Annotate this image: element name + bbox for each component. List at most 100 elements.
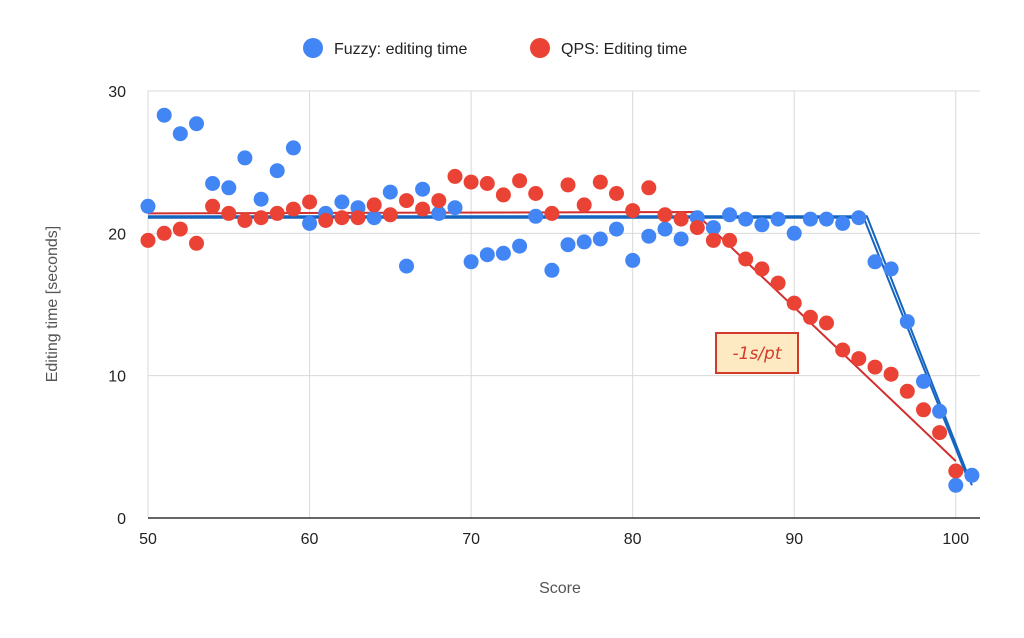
qps-point — [705, 232, 721, 248]
qps-point — [560, 177, 576, 193]
fuzzy-point — [576, 234, 592, 250]
qps-point — [916, 402, 931, 418]
qps-point — [415, 201, 431, 217]
qps-point — [673, 211, 689, 227]
qps-point — [479, 176, 495, 191]
qps-point — [867, 359, 883, 375]
qps-point — [205, 198, 221, 214]
fuzzy-point — [431, 205, 447, 221]
fuzzy-point — [609, 221, 624, 237]
x-tick-label: 80 — [624, 531, 642, 548]
fuzzy-point — [205, 176, 221, 191]
qps-point — [641, 180, 657, 196]
fuzzy-point — [657, 221, 673, 237]
qps-point — [528, 186, 544, 201]
qps-point — [221, 205, 237, 221]
fuzzy-point — [221, 180, 237, 196]
legend: Fuzzy: editing time QPS: Editing time — [303, 38, 687, 58]
fuzzy-point — [366, 210, 382, 226]
x-tick-label: 70 — [462, 531, 480, 548]
fuzzy-point — [382, 184, 398, 200]
qps-point — [689, 220, 705, 236]
qps-point — [140, 232, 156, 248]
legend-label-fuzzy: Fuzzy: editing time — [334, 41, 467, 58]
qps-point — [399, 193, 414, 209]
fuzzy-point — [851, 210, 867, 226]
fuzzy-point — [463, 254, 479, 270]
tick-labels: 50 60 70 80 90 100 0 10 20 30 — [108, 84, 969, 548]
fuzzy-point — [512, 238, 528, 254]
fuzzy-point — [932, 403, 948, 419]
fuzzy-point — [738, 211, 754, 227]
qps-point — [592, 174, 608, 190]
x-tick-label: 100 — [942, 531, 969, 548]
qps-point — [237, 213, 253, 228]
legend-marker-qps — [530, 38, 550, 58]
y-tick-label: 20 — [108, 226, 126, 243]
fuzzy-point — [302, 215, 318, 231]
x-tick-label: 60 — [301, 531, 319, 548]
fuzzy-point — [285, 140, 301, 156]
qps-point — [302, 194, 318, 210]
qps-point — [576, 197, 592, 213]
fuzzy-point — [253, 191, 269, 207]
qps-point — [382, 207, 398, 223]
x-tick-label: 90 — [785, 531, 803, 548]
qps-point — [770, 275, 786, 291]
data-points — [140, 107, 980, 493]
fuzzy-point — [964, 467, 980, 483]
fuzzy-point — [883, 261, 899, 277]
y-tick-label: 30 — [108, 84, 126, 101]
qps-point — [948, 463, 964, 479]
fuzzy-point — [625, 252, 641, 268]
fuzzy-point — [754, 217, 770, 233]
qps-point — [625, 203, 641, 219]
fuzzy-point — [334, 194, 350, 210]
y-tick-label: 10 — [108, 369, 126, 386]
fuzzy-point — [722, 207, 738, 223]
fuzzy-point — [770, 211, 786, 227]
qps-point — [802, 309, 818, 325]
qps-point — [189, 235, 204, 251]
fuzzy-point — [592, 231, 608, 247]
fuzzy-point — [948, 477, 964, 493]
qps-point — [350, 210, 366, 226]
fuzzy-point — [673, 231, 689, 247]
qps-point — [544, 205, 560, 221]
fuzzy-point — [189, 116, 204, 132]
qps-point — [253, 210, 269, 226]
qps-point — [657, 207, 673, 223]
fuzzy-point — [399, 258, 414, 274]
qps-point — [738, 251, 754, 267]
qps-point — [835, 342, 851, 358]
legend-label-qps: QPS: Editing time — [561, 41, 687, 58]
qps-point — [495, 187, 511, 203]
qps-point — [318, 213, 334, 228]
qps-point — [883, 366, 899, 382]
x-tick-label: 50 — [139, 531, 157, 548]
fuzzy-point — [172, 126, 188, 142]
fuzzy-point — [495, 245, 511, 261]
fuzzy-point — [705, 220, 721, 236]
y-tick-label: 0 — [117, 511, 126, 528]
qps-point — [851, 351, 867, 367]
fuzzy-point — [802, 211, 818, 227]
fuzzy-point — [528, 208, 544, 224]
trend-line — [147, 210, 957, 462]
qps-point — [932, 425, 948, 441]
slope-annotation: -1s/pt — [715, 332, 799, 374]
fuzzy-point — [867, 254, 883, 270]
qps-point — [512, 173, 528, 189]
legend-marker-fuzzy — [303, 38, 323, 58]
fuzzy-point — [544, 262, 560, 278]
fuzzy-point — [156, 107, 172, 123]
grid-lines — [147, 90, 980, 518]
qps-point — [285, 201, 301, 217]
fuzzy-point — [835, 215, 851, 231]
qps-point — [156, 225, 172, 241]
qps-point — [447, 168, 463, 184]
fuzzy-point — [786, 225, 802, 241]
fuzzy-point — [819, 211, 834, 227]
y-axis-title: Editing time [seconds] — [44, 226, 61, 383]
